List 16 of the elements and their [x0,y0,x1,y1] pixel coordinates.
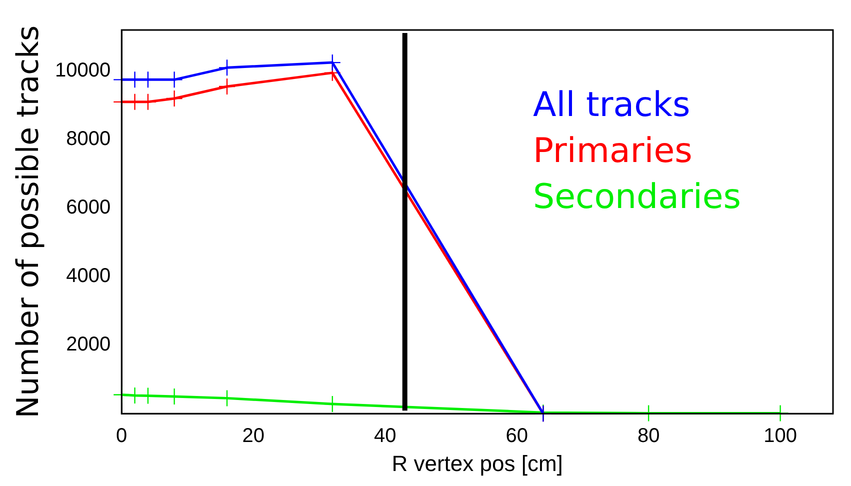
x-tick-label: 60 [506,425,528,448]
x-tick-label: 20 [242,425,264,448]
y-tick-label: 4000 [66,265,111,288]
x-tick-label: 40 [374,425,396,448]
text: Secondaries [533,176,742,217]
x-axis-title: R vertex pos [cm] [392,450,563,476]
y-tick-label: 2000 [66,334,111,356]
x-tick-label: 0 [116,425,128,448]
y-tick-label: 8000 [66,128,111,150]
text: Primaries [533,130,692,171]
x-tick-label: 100 [764,425,797,448]
text: All tracks [533,84,690,125]
y-tick-label: 10000 [54,60,111,82]
x-tick-label: 80 [637,425,660,448]
y-axis-title: Number of possible tracks [10,25,46,418]
y-tick-label: 6000 [66,196,111,219]
